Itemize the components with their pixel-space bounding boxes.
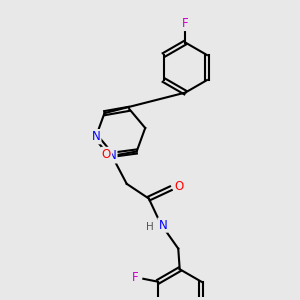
Text: F: F: [132, 271, 138, 284]
Text: N: N: [159, 218, 167, 232]
Text: H: H: [146, 222, 154, 232]
Text: N: N: [92, 130, 100, 143]
Text: N: N: [108, 149, 116, 162]
Text: O: O: [102, 148, 111, 161]
Text: F: F: [182, 17, 189, 30]
Text: O: O: [175, 180, 184, 193]
